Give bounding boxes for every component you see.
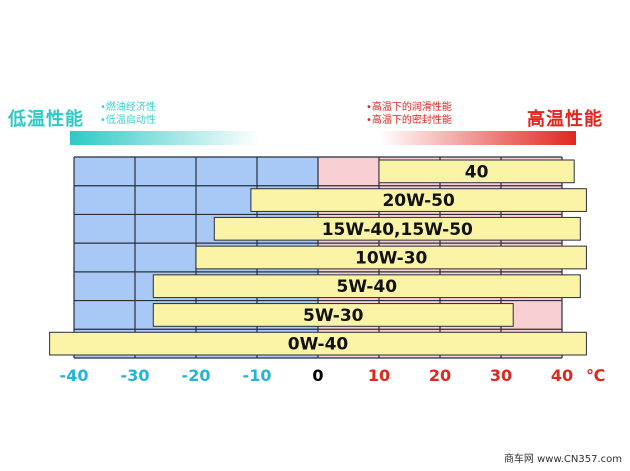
bar-15W-40,15W-50 — [213, 216, 581, 241]
bar-10W-30 — [195, 245, 587, 270]
left-note-2: •低温启动性 — [100, 115, 156, 126]
bar-label: 20W-50 — [382, 191, 455, 211]
right-note-2: •高温下的密封性能 — [366, 115, 452, 126]
bar-5W-40 — [152, 274, 581, 299]
x-tick-label: -30 — [121, 366, 150, 385]
x-unit-label: ℃ — [586, 366, 605, 385]
right-notes: •高温下的润滑性能 •高温下的密封性能 — [366, 101, 452, 127]
x-tick-label: -10 — [243, 366, 272, 385]
bar-label: 15W-40,15W-50 — [322, 220, 473, 240]
left-note-1: •燃油经济性 — [100, 102, 156, 113]
x-tick-label: 0 — [312, 366, 323, 385]
x-tick-label: -20 — [182, 366, 211, 385]
bar-0W-40 — [49, 331, 587, 356]
left-title: 低温性能 — [8, 109, 84, 130]
x-tick-label: 10 — [368, 366, 390, 385]
bar-40 — [378, 159, 575, 184]
x-tick-label: -40 — [60, 366, 89, 385]
bar-label: 40 — [465, 162, 489, 182]
bar-label: 10W-30 — [355, 249, 428, 269]
right-note-1: •高温下的润滑性能 — [366, 102, 452, 113]
left-notes: •燃油经济性 •低温启动性 — [100, 101, 156, 127]
bar-label: 0W-40 — [288, 335, 349, 355]
low-temp-gradient-band — [70, 131, 260, 145]
x-tick-label: 40 — [551, 366, 573, 385]
x-tick-label: 30 — [490, 366, 512, 385]
bar-label: 5W-40 — [337, 277, 398, 297]
high-temp-gradient-band — [380, 131, 576, 145]
bar-5W-30 — [152, 303, 514, 327]
bar-20W-50 — [250, 188, 587, 212]
watermark: 商车网 www.CN357.com — [503, 454, 622, 465]
right-title: 高温性能 — [527, 109, 603, 130]
x-tick-label: 20 — [429, 366, 451, 385]
bar-label: 5W-30 — [303, 306, 364, 326]
